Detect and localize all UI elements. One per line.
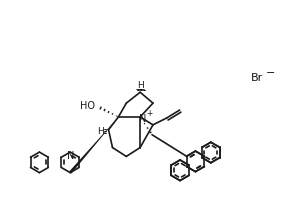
Text: +: +: [146, 110, 152, 118]
Text: H: H: [137, 81, 144, 90]
Text: N: N: [139, 114, 147, 124]
Text: N: N: [67, 151, 74, 161]
Text: Br: Br: [251, 73, 263, 83]
Polygon shape: [69, 117, 118, 174]
Text: H: H: [97, 127, 104, 136]
Text: HO: HO: [80, 101, 95, 111]
Text: −: −: [266, 69, 275, 78]
